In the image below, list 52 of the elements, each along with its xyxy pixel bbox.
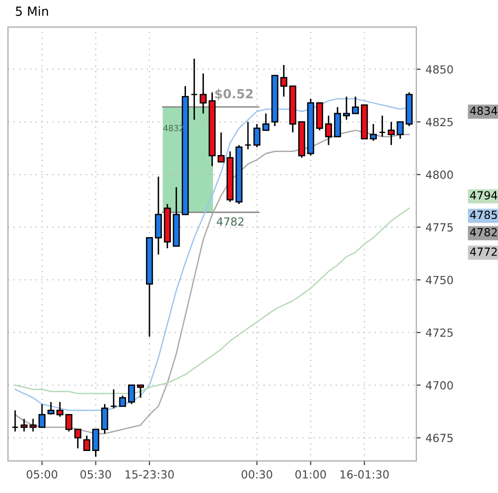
y-tick-label: 4825 [426,118,453,126]
candlestick [253,123,260,148]
y-tick-label: 4750 [426,276,453,284]
candlestick [378,114,386,138]
candlestick [388,121,395,146]
candlestick [244,121,252,150]
annotation: 4782 [216,217,244,226]
candlestick [190,58,198,120]
line-series [14,208,410,394]
candlestick [352,96,359,114]
annotation: $0.52 [215,88,253,100]
candlestick [12,410,19,432]
y-tick-label: 4725 [426,328,453,337]
candlestick [280,64,288,98]
candlestick [47,401,54,416]
y-tick-label: 4775 [426,223,453,232]
candlestick [74,428,82,450]
x-tick-label: 05:30 [80,470,111,479]
candlestick [30,418,37,432]
candlestick [200,72,207,114]
candlestick [370,123,377,142]
x-tick-label: 05:00 [26,470,58,479]
candlestick [137,384,144,398]
x-tick-label: 00:30 [242,470,272,479]
y-tick-label: 4800 [426,170,453,179]
candlestick [110,388,118,409]
candlestick [56,401,64,418]
chart-title: 5 Min [16,6,48,16]
candlestick [334,106,342,138]
x-tick-label: 15-23:30 [126,470,174,479]
candlestick [119,394,126,407]
text: 4785 [470,210,497,220]
candlestick [128,384,136,405]
candlestick [38,403,46,428]
candlestick [101,403,108,434]
y-tick-label: 4850 [426,65,453,74]
candlestick [218,132,225,163]
candlestick [262,112,270,132]
candlestick [342,96,350,120]
x-tick-label: 16-01:30 [340,470,389,479]
candlestick [396,121,404,140]
text: 4834 [470,106,498,115]
text: 4794 [470,191,498,200]
candlestick [325,114,332,146]
candlestick [20,418,28,432]
text: 4782 [470,228,497,236]
x-tick-label: 01:00 [295,470,326,479]
text: 4772 [470,248,497,256]
candlestick [65,414,72,432]
y-tick-label: 4700 [426,381,453,390]
candlestick [154,176,162,256]
y-tick-label: 4675 [426,434,453,442]
